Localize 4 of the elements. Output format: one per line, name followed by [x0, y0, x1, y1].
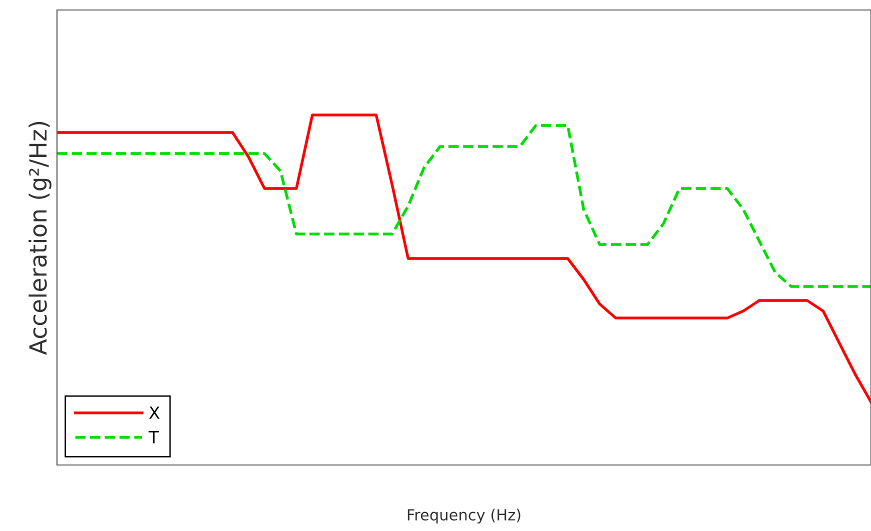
- legend-label: X: [149, 406, 160, 419]
- y-axis-title: Acceleration (g²/Hz): [28, 122, 52, 355]
- legend-label: T: [148, 431, 159, 444]
- x-axis-title: Frequency (Hz): [408, 508, 520, 524]
